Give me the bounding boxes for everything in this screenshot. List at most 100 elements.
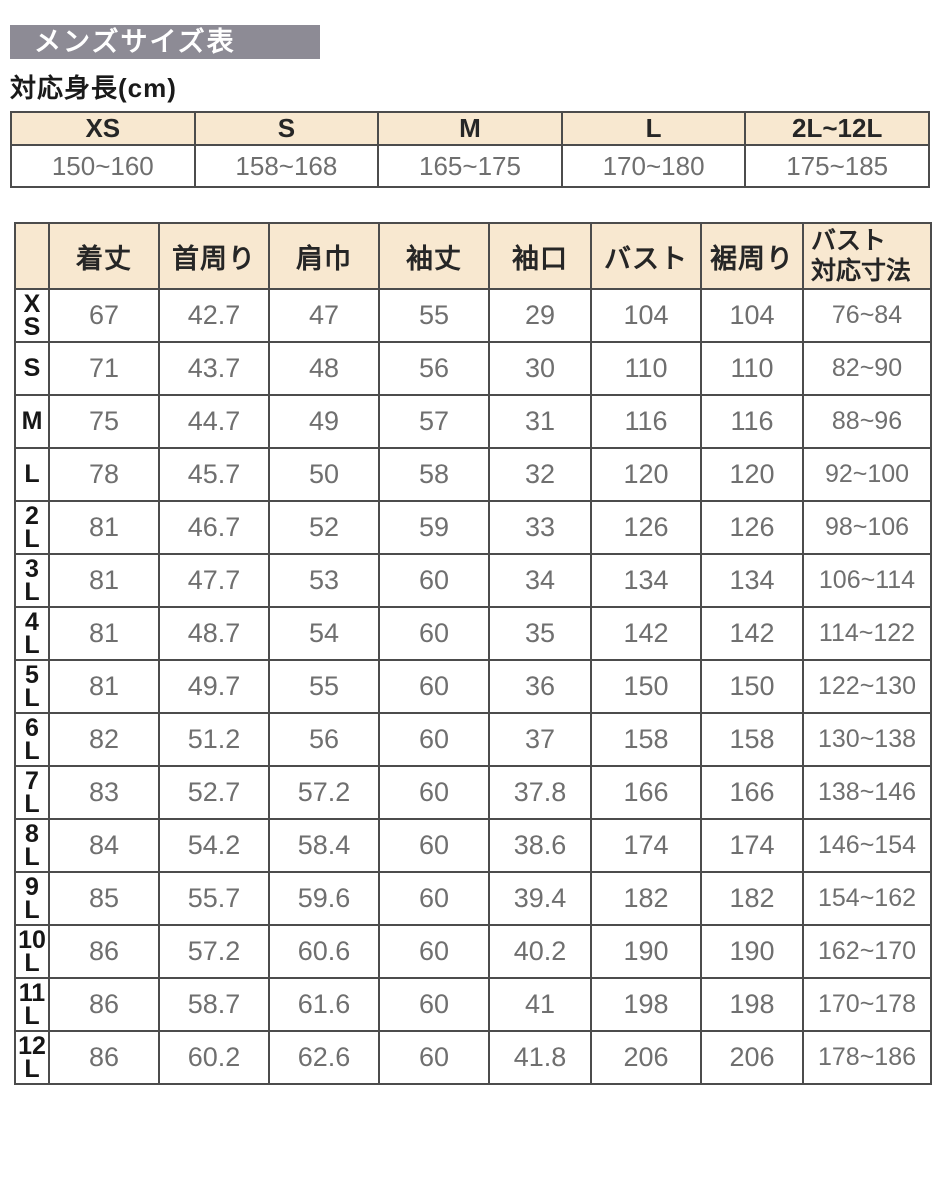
- row-size-label-line: L: [24, 842, 40, 871]
- size-value-cell: 134: [700, 553, 804, 608]
- size-value-cell: 57.2: [158, 924, 270, 979]
- size-value-cell: 120: [590, 447, 702, 502]
- row-size-label-line: L: [24, 460, 40, 488]
- size-value-cell: 76~84: [802, 288, 932, 343]
- size-value-cell: 62.6: [268, 1030, 380, 1085]
- size-value-cell: 182: [700, 871, 804, 926]
- size-value-cell: 120: [700, 447, 804, 502]
- size-value-cell: 130~138: [802, 712, 932, 767]
- size-value-cell: 71: [48, 341, 160, 396]
- size-value-cell: 150: [590, 659, 702, 714]
- row-size-label-line: 10: [18, 925, 46, 954]
- size-value-cell: 59: [378, 500, 490, 555]
- row-size-label-line: 11: [18, 978, 46, 1007]
- size-value-cell: 57: [378, 394, 490, 449]
- col-header-bust-fit-range: バスト 対応寸法: [802, 222, 932, 290]
- size-value-cell: 47: [268, 288, 380, 343]
- size-value-cell: 54: [268, 606, 380, 661]
- size-value-cell: 75: [48, 394, 160, 449]
- size-value-cell: 116: [590, 394, 702, 449]
- size-value-cell: 47.7: [158, 553, 270, 608]
- size-value-cell: 92~100: [802, 447, 932, 502]
- size-value-cell: 60: [378, 712, 490, 767]
- size-value-cell: 198: [590, 977, 702, 1032]
- col-header-body-length: 着丈: [48, 222, 160, 290]
- table-row: 5 L 81 49.7 55 60 36 150 150 122~130: [14, 659, 932, 714]
- row-size-label-line: S: [23, 354, 41, 382]
- size-value-cell: 82~90: [802, 341, 932, 396]
- size-value-cell: 67: [48, 288, 160, 343]
- height-range-cell: 170~180: [560, 144, 747, 188]
- size-value-cell: 104: [590, 288, 702, 343]
- size-value-cell: 35: [488, 606, 592, 661]
- size-value-cell: 154~162: [802, 871, 932, 926]
- row-size-label-line: L: [24, 683, 40, 712]
- row-size-label-line: L: [24, 577, 40, 606]
- row-size-label-line: 3: [25, 554, 39, 583]
- size-value-cell: 206: [700, 1030, 804, 1085]
- size-value-cell: 56: [378, 341, 490, 396]
- size-table-header-row: 着丈 首周り 肩巾 袖丈 袖口 バスト 裾周り バスト 対応寸法: [14, 222, 932, 290]
- size-value-cell: 37: [488, 712, 592, 767]
- height-range-cell: 175~185: [744, 144, 930, 188]
- size-value-cell: 55: [268, 659, 380, 714]
- size-value-cell: 86: [48, 924, 160, 979]
- size-value-cell: 49: [268, 394, 380, 449]
- size-value-cell: 146~154: [802, 818, 932, 873]
- size-value-cell: 166: [700, 765, 804, 820]
- size-value-cell: 158: [590, 712, 702, 767]
- size-value-cell: 85: [48, 871, 160, 926]
- size-value-cell: 166: [590, 765, 702, 820]
- height-section-label: 対応身長(cm): [10, 73, 177, 103]
- size-value-cell: 60: [378, 553, 490, 608]
- size-value-cell: 110: [700, 341, 804, 396]
- table-row: 9 L 85 55.7 59.6 60 39.4 182 182 154~162: [14, 871, 932, 926]
- size-value-cell: 50: [268, 447, 380, 502]
- height-size-header: M: [377, 111, 563, 146]
- size-value-cell: 60: [378, 1030, 490, 1085]
- size-value-cell: 206: [590, 1030, 702, 1085]
- size-value-cell: 41.8: [488, 1030, 592, 1085]
- row-size-label-line: 2: [25, 501, 39, 530]
- size-value-cell: 134: [590, 553, 702, 608]
- row-size-label-line: 7: [25, 766, 39, 795]
- size-value-cell: 190: [590, 924, 702, 979]
- size-value-cell: 138~146: [802, 765, 932, 820]
- size-value-cell: 48: [268, 341, 380, 396]
- size-value-cell: 60: [378, 818, 490, 873]
- size-value-cell: 57.2: [268, 765, 380, 820]
- size-value-cell: 39.4: [488, 871, 592, 926]
- row-size-label-line: L: [24, 1054, 40, 1083]
- col-header-hem-girth: 裾周り: [700, 222, 804, 290]
- table-row: 10 L 86 57.2 60.6 60 40.2 190 190 162~170: [14, 924, 932, 979]
- size-value-cell: 37.8: [488, 765, 592, 820]
- row-size-label-line: L: [24, 736, 40, 765]
- size-value-cell: 142: [590, 606, 702, 661]
- size-value-cell: 52.7: [158, 765, 270, 820]
- row-size-label: L: [14, 447, 50, 502]
- size-value-cell: 53: [268, 553, 380, 608]
- size-value-cell: 60: [378, 977, 490, 1032]
- size-value-cell: 44.7: [158, 394, 270, 449]
- size-value-cell: 86: [48, 977, 160, 1032]
- height-range-cell: 150~160: [10, 144, 196, 188]
- table-row: S 71 43.7 48 56 30 110 110 82~90: [14, 341, 932, 396]
- table-row: M 75 44.7 49 57 31 116 116 88~96: [14, 394, 932, 449]
- size-value-cell: 81: [48, 553, 160, 608]
- height-size-header: S: [193, 111, 380, 146]
- row-size-label-line: L: [24, 630, 40, 659]
- size-value-cell: 52: [268, 500, 380, 555]
- size-value-cell: 82: [48, 712, 160, 767]
- col-header-bust: バスト: [590, 222, 702, 290]
- size-value-cell: 49.7: [158, 659, 270, 714]
- size-value-cell: 84: [48, 818, 160, 873]
- size-value-cell: 116: [700, 394, 804, 449]
- size-value-cell: 174: [590, 818, 702, 873]
- size-value-cell: 55: [378, 288, 490, 343]
- col-header-neck-girth: 首周り: [158, 222, 270, 290]
- size-value-cell: 190: [700, 924, 804, 979]
- row-size-label-line: 6: [25, 713, 39, 742]
- page-title: メンズサイズ表: [10, 25, 320, 59]
